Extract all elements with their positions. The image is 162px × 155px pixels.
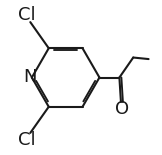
Text: Cl: Cl [18,131,36,149]
Text: N: N [23,69,36,86]
Text: Cl: Cl [18,6,36,24]
Text: O: O [115,100,129,118]
